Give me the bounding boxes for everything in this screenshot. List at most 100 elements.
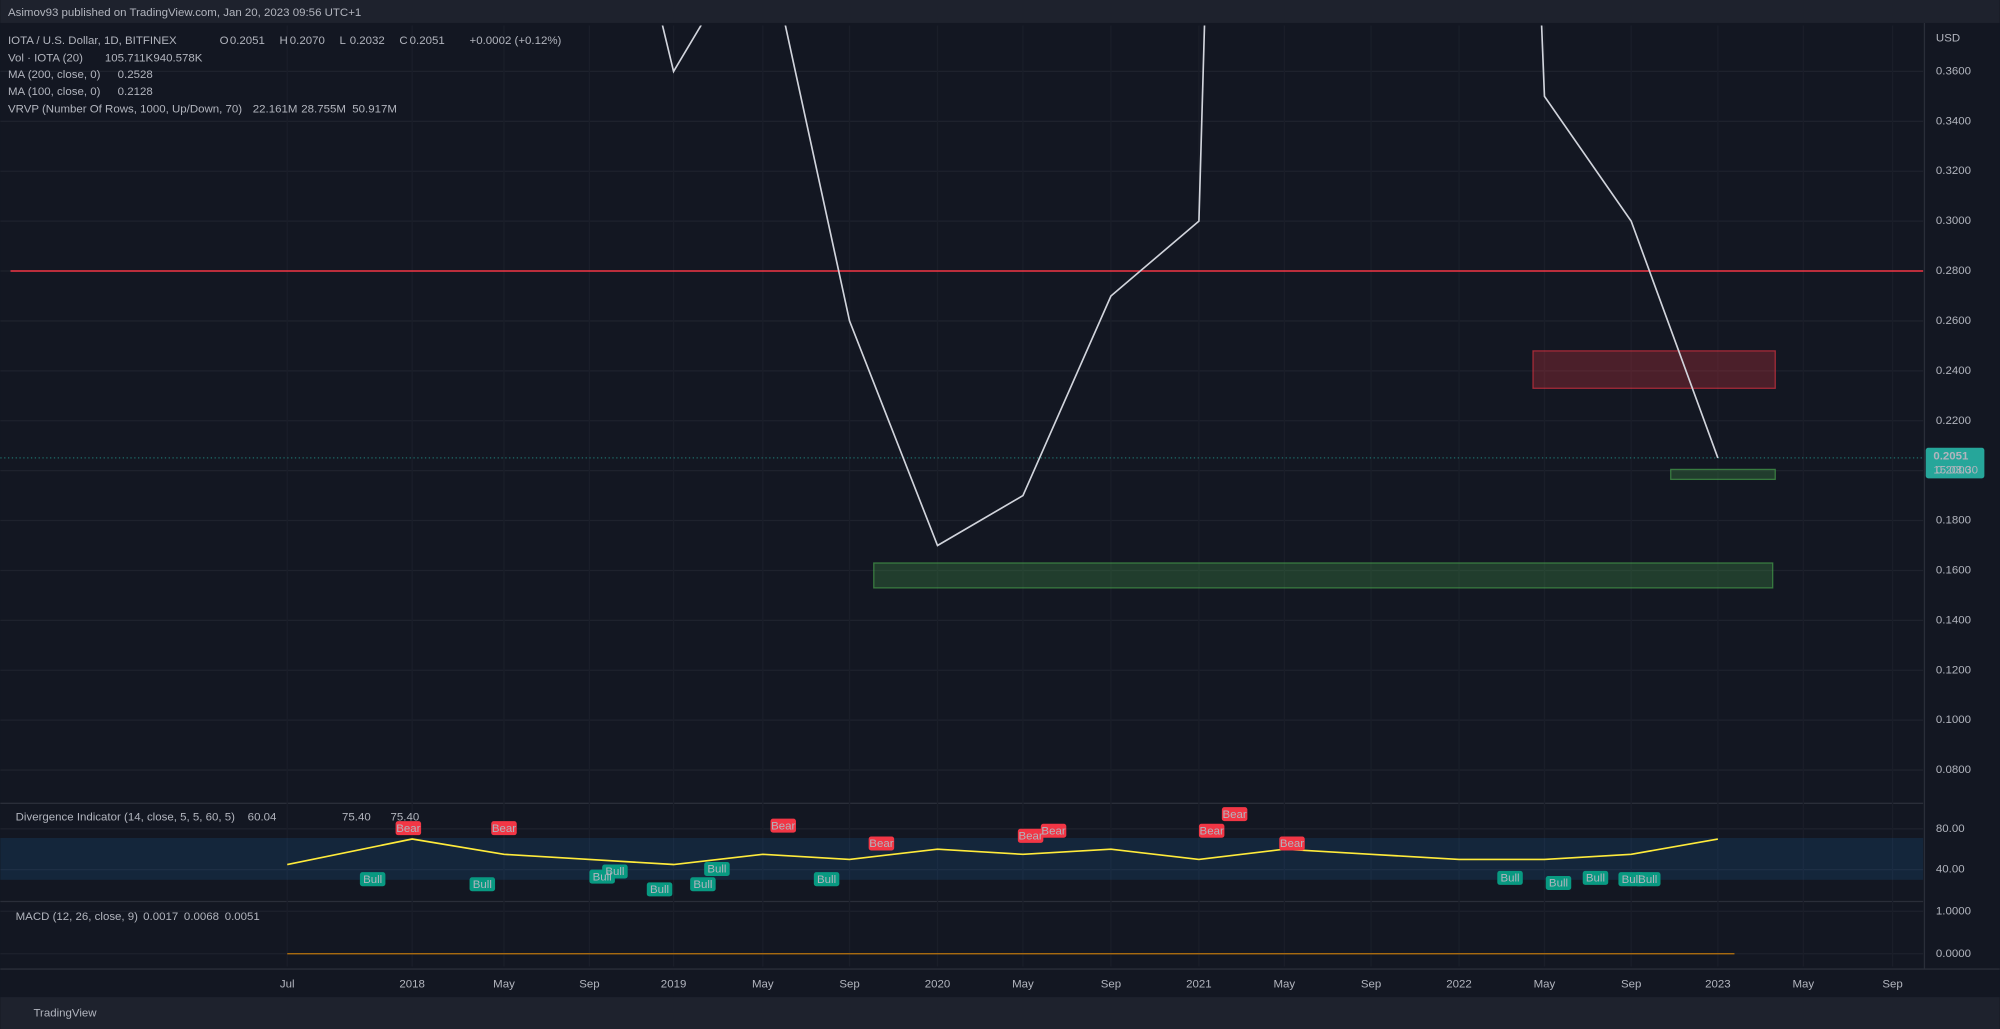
signal-label: Bull xyxy=(1500,873,1519,885)
y-tick-label: 0.3000 xyxy=(1936,215,1971,227)
zone xyxy=(873,562,1774,589)
bottom-bar xyxy=(0,997,2000,1029)
header-text: O xyxy=(220,35,229,47)
y-tick-label: 0.2200 xyxy=(1936,415,1971,427)
header-text: C xyxy=(399,35,407,47)
y-tick-label: 1.0000 xyxy=(1936,905,1971,917)
header-text: +0.0002 (+0.12%) xyxy=(470,35,562,47)
header-text: 60.04 xyxy=(248,811,277,823)
signal-tag xyxy=(1221,807,1248,822)
y-tick-label: 0.1000 xyxy=(1936,714,1971,726)
x-tick-label: Sep xyxy=(1361,978,1381,990)
signal-label: Bear xyxy=(1200,825,1224,837)
y-tick-label: 0.3200 xyxy=(1936,165,1971,177)
signal-tag xyxy=(1017,828,1044,843)
x-tick-label: 2018 xyxy=(399,978,425,990)
x-tick-label: May xyxy=(1274,978,1296,990)
y-tick-label: 0.0000 xyxy=(1936,948,1971,960)
signal-tag xyxy=(1279,836,1305,851)
header-text: 0.0017 xyxy=(143,911,178,923)
x-tick-label: Sep xyxy=(1101,978,1121,990)
signal-label: Bull xyxy=(1622,874,1641,886)
signal-tag xyxy=(868,836,895,851)
x-tick-label: May xyxy=(493,978,515,990)
signal-label: Bull xyxy=(1638,874,1657,886)
header-text: 105.711K xyxy=(105,53,154,65)
header-text: Vol · IOTA (20) xyxy=(8,53,83,65)
signal-label: Bear xyxy=(1018,830,1042,842)
x-tick-label: 2023 xyxy=(1705,978,1731,990)
header-text: 0.0068 xyxy=(184,911,219,923)
signal-label: Bull xyxy=(707,864,726,876)
y-tick-label: 40.00 xyxy=(1936,864,1965,876)
zone xyxy=(1670,468,1776,481)
header-text: 50.917M xyxy=(352,104,397,116)
signal-tag xyxy=(602,864,628,879)
signal-tag xyxy=(491,821,517,836)
header-text: 0.2070 xyxy=(290,35,325,47)
x-tick-label: Sep xyxy=(1882,978,1902,990)
signal-label: Bear xyxy=(771,820,795,832)
signal-tag xyxy=(1497,870,1523,885)
header-text: MA (200, close, 0) xyxy=(8,69,101,81)
x-tick-label: Sep xyxy=(579,978,599,990)
signal-label: Bear xyxy=(1280,838,1304,850)
header-text: 0.2032 xyxy=(350,35,385,47)
signal-tag xyxy=(1040,823,1067,838)
signal-label: Bull xyxy=(693,879,712,891)
signal-label: Bear xyxy=(1041,825,1065,837)
header-text: Divergence Indicator (14, close, 5, 5, 6… xyxy=(16,811,235,823)
signal-tag xyxy=(395,821,422,836)
header-text: 0.2051 xyxy=(410,35,445,47)
x-tick-label: 2019 xyxy=(661,978,687,990)
signal-label: Bear xyxy=(1222,809,1246,821)
signal-tag xyxy=(770,818,796,833)
header-text: VRVP (Number Of Rows, 1000, Up/Down, 70) xyxy=(8,104,242,116)
last-price-label: 0.2051 xyxy=(1933,451,1969,463)
signal-label: Bull xyxy=(1549,878,1568,890)
y-tick-label: 0.2800 xyxy=(1936,265,1971,277)
header-text: IOTA / U.S. Dollar, 1D, BITFINEX xyxy=(8,35,177,47)
x-tick-label: May xyxy=(1534,978,1556,990)
header-text: 940.578K xyxy=(153,53,202,65)
header-text: 75.40 xyxy=(342,811,371,823)
signal-tag xyxy=(1198,823,1225,838)
y-tick-label: 0.0800 xyxy=(1936,764,1971,776)
header-text: USD xyxy=(1936,32,1960,44)
y-tick-label: 0.1600 xyxy=(1936,564,1971,576)
header-text: 22.161M xyxy=(253,104,298,116)
y-tick-label: 80.00 xyxy=(1936,823,1965,835)
signal-tag xyxy=(1582,870,1609,885)
y-tick-label: 0.2600 xyxy=(1936,315,1971,327)
signal-tag xyxy=(359,872,386,887)
signal-tag xyxy=(646,882,673,897)
header-text: H xyxy=(280,35,288,47)
header-text: 0.2528 xyxy=(118,69,153,81)
y-tick-label: 0.2400 xyxy=(1936,365,1971,377)
signal-label: Bull xyxy=(363,874,382,886)
x-tick-label: May xyxy=(1012,978,1034,990)
header-text: 75.40 xyxy=(391,811,420,823)
signal-tag xyxy=(690,877,716,892)
y-tick-label: 0.3600 xyxy=(1936,65,1971,77)
signal-tag xyxy=(813,872,840,887)
header-text: MACD (12, 26, close, 9) xyxy=(16,911,139,923)
signal-tag xyxy=(1634,872,1661,887)
x-tick-label: 2020 xyxy=(925,978,951,990)
header-text: 0.2128 xyxy=(118,86,153,98)
y-tick-label: 0.1400 xyxy=(1936,614,1971,626)
header-text: 0.0051 xyxy=(225,911,260,923)
header-text: L xyxy=(340,35,346,47)
x-tick-label: May xyxy=(1792,978,1814,990)
signal-label: Bull xyxy=(1586,873,1605,885)
signal-label: Bull xyxy=(593,871,612,883)
signal-tag xyxy=(1545,875,1572,891)
x-tick-label: Sep xyxy=(839,978,859,990)
series-line xyxy=(287,838,1719,866)
y-tick-label: 0.1800 xyxy=(1936,515,1971,527)
zone xyxy=(1532,350,1776,389)
x-tick-label: Sep xyxy=(1621,978,1641,990)
signal-label: Bull xyxy=(817,874,836,886)
